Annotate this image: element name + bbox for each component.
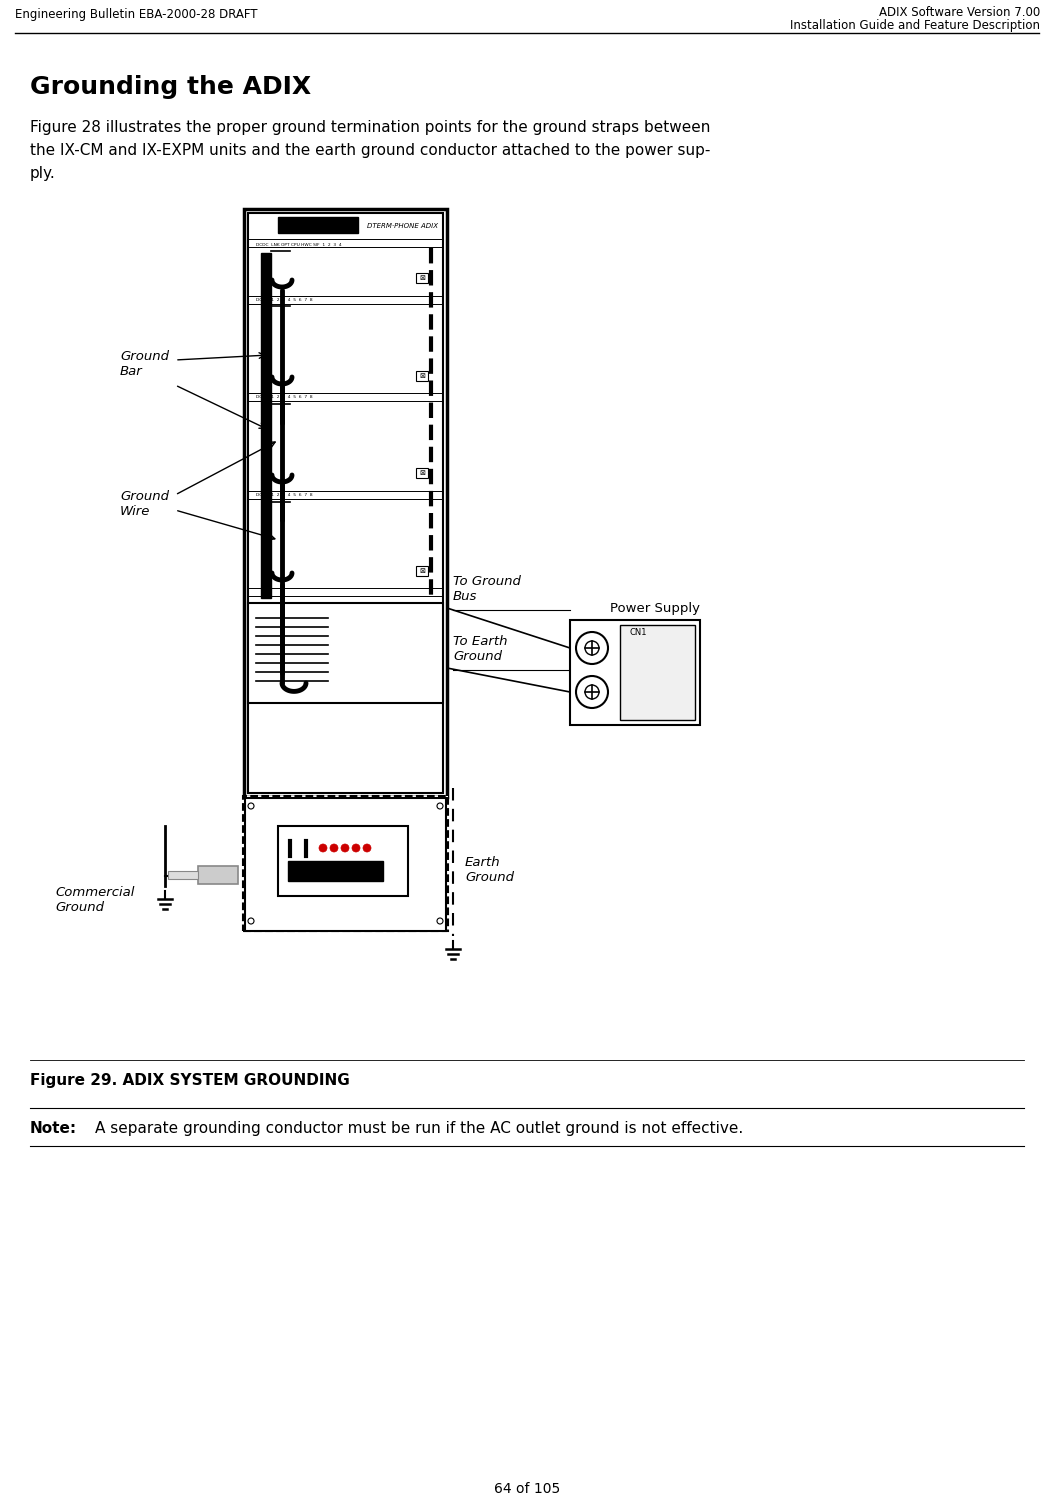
Text: ⊠: ⊠ bbox=[419, 374, 425, 378]
Bar bbox=[261, 254, 271, 597]
Text: Grounding the ADIX: Grounding the ADIX bbox=[30, 75, 311, 99]
Circle shape bbox=[585, 641, 599, 654]
Text: Figure 28 illustrates the proper ground termination points for the ground straps: Figure 28 illustrates the proper ground … bbox=[30, 120, 710, 135]
Text: A separate grounding conductor must be run if the AC outlet ground is not effect: A separate grounding conductor must be r… bbox=[95, 1121, 743, 1136]
Bar bbox=[416, 371, 428, 381]
Text: Note:: Note: bbox=[30, 1121, 77, 1136]
Text: Earth
Ground: Earth Ground bbox=[465, 856, 514, 884]
Circle shape bbox=[363, 844, 371, 853]
Circle shape bbox=[437, 803, 443, 809]
Text: Figure 29. ADIX SYSTEM GROUNDING: Figure 29. ADIX SYSTEM GROUNDING bbox=[30, 1073, 350, 1088]
Text: DCDC  1  2  3  4  5  6  7  8: DCDC 1 2 3 4 5 6 7 8 bbox=[256, 395, 313, 399]
Bar bbox=[416, 468, 428, 477]
Circle shape bbox=[248, 919, 254, 925]
Bar bbox=[248, 213, 443, 793]
Text: ⊠: ⊠ bbox=[419, 470, 425, 476]
Text: Ground
Bar: Ground Bar bbox=[120, 350, 169, 378]
Text: ⊠: ⊠ bbox=[419, 275, 425, 281]
Bar bbox=[198, 866, 238, 884]
Text: ply.: ply. bbox=[30, 167, 56, 182]
Text: Commercial
Ground: Commercial Ground bbox=[55, 886, 134, 914]
Bar bbox=[288, 862, 383, 881]
Text: DTERM·PHONE ADIX: DTERM·PHONE ADIX bbox=[367, 224, 438, 230]
Bar bbox=[248, 603, 443, 702]
Bar bbox=[278, 218, 358, 233]
Bar bbox=[245, 799, 446, 931]
Text: To Ground
Bus: To Ground Bus bbox=[453, 575, 521, 603]
Text: Engineering Bulletin EBA-2000-28 DRAFT: Engineering Bulletin EBA-2000-28 DRAFT bbox=[15, 8, 257, 21]
Text: Ground
Wire: Ground Wire bbox=[120, 489, 169, 518]
Text: the IX-CM and IX-EXPM units and the earth ground conductor attached to the power: the IX-CM and IX-EXPM units and the eart… bbox=[30, 143, 710, 158]
Text: ⊠: ⊠ bbox=[419, 567, 425, 573]
Bar bbox=[168, 871, 198, 880]
Text: CN1: CN1 bbox=[630, 627, 647, 636]
Bar bbox=[278, 826, 408, 896]
Text: 64 of 105: 64 of 105 bbox=[494, 1481, 560, 1496]
Circle shape bbox=[437, 919, 443, 925]
Bar bbox=[243, 209, 447, 797]
Circle shape bbox=[575, 632, 608, 663]
Bar bbox=[620, 624, 695, 720]
Text: DCDC  1  2  3  4  5  6  7  8: DCDC 1 2 3 4 5 6 7 8 bbox=[256, 299, 313, 302]
Bar bbox=[416, 273, 428, 284]
Circle shape bbox=[319, 844, 327, 853]
Circle shape bbox=[575, 675, 608, 708]
Text: Power Supply: Power Supply bbox=[609, 602, 700, 615]
Text: DCDC  LNK OPT CPU HWC SIF  1  2  3  4: DCDC LNK OPT CPU HWC SIF 1 2 3 4 bbox=[256, 243, 341, 248]
Circle shape bbox=[585, 684, 599, 699]
Text: Installation Guide and Feature Description: Installation Guide and Feature Descripti… bbox=[790, 20, 1040, 32]
Text: To Earth
Ground: To Earth Ground bbox=[453, 635, 507, 663]
Bar bbox=[570, 620, 700, 725]
Text: DCDC  1  2  3  4  5  6  7  8: DCDC 1 2 3 4 5 6 7 8 bbox=[256, 492, 313, 497]
Circle shape bbox=[330, 844, 338, 853]
Circle shape bbox=[248, 803, 254, 809]
Circle shape bbox=[341, 844, 349, 853]
Text: ADIX Software Version 7.00: ADIX Software Version 7.00 bbox=[879, 6, 1040, 20]
Circle shape bbox=[352, 844, 360, 853]
Bar bbox=[416, 566, 428, 576]
Bar bbox=[243, 796, 448, 931]
